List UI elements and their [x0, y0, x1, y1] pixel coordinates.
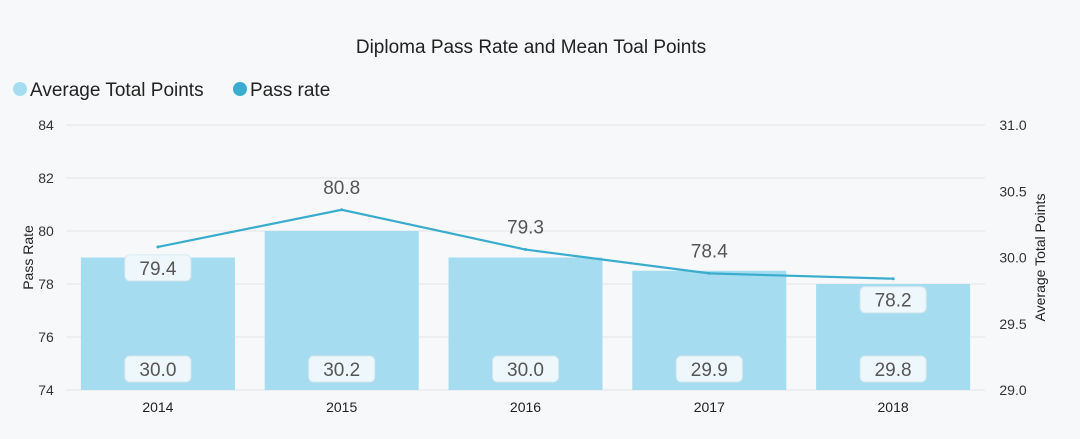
data-label-pass-rate: 80.8: [323, 178, 360, 199]
x-tick-label: 2017: [694, 399, 725, 415]
chart-title: Diploma Pass Rate and Mean Toal Points: [356, 37, 706, 58]
data-label-pass-rate: 78.4: [691, 241, 728, 262]
data-label-average-total-points-box: [492, 355, 559, 383]
x-tick-label: 2018: [878, 399, 909, 415]
point-pass-rate: [707, 271, 711, 275]
y-right-tick-label: 29.5: [999, 316, 1026, 332]
legend-marker-pass-rate: [233, 82, 247, 96]
y-right-axis-title: Average Total Points: [1032, 194, 1048, 322]
point-pass-rate: [524, 248, 527, 252]
point-pass-rate: [340, 208, 344, 212]
point-pass-rate: [891, 277, 895, 281]
data-label-average-total-points-box: [675, 355, 743, 383]
data-label-pass-rate: 78.2: [875, 291, 912, 312]
data-label-average-total-points-box: [308, 355, 376, 383]
y-right-tick-label: 31.0: [999, 117, 1026, 133]
data-label-pass-rate-box: [124, 254, 192, 282]
y-right-tick-label: 30.5: [999, 183, 1026, 199]
data-label-average-total-points-box: [859, 355, 927, 383]
legend-label-average-total-points: Average Total Points: [30, 80, 204, 101]
x-tick-label: 2014: [142, 399, 173, 415]
data-label-average-total-points: 30.0: [507, 360, 544, 381]
data-label-pass-rate: 79.4: [139, 259, 176, 280]
y-left-tick-label: 80: [38, 223, 54, 239]
data-label-average-total-points-box: [124, 355, 192, 383]
y-left-tick-label: 78: [38, 276, 54, 292]
point-pass-rate: [156, 245, 160, 249]
y-left-tick-label: 74: [38, 382, 54, 398]
data-label-average-total-points: 30.0: [139, 360, 176, 381]
y-right-tick-label: 30.0: [999, 250, 1026, 266]
y-left-tick-label: 82: [38, 170, 54, 186]
x-tick-label: 2016: [510, 399, 541, 415]
data-label-pass-rate-box: [859, 286, 927, 314]
legend-marker-average-total-points: [13, 82, 27, 96]
data-label-pass-rate: 79.3: [507, 218, 544, 239]
data-label-average-total-points: 29.9: [691, 360, 728, 381]
data-label-average-total-points: 30.2: [323, 360, 360, 381]
y-right-tick-label: 29.0: [999, 382, 1026, 398]
y-left-axis-title: Pass Rate: [20, 225, 36, 290]
y-left-tick-label: 76: [38, 329, 54, 345]
x-tick-label: 2015: [326, 399, 357, 415]
y-left-tick-label: 84: [38, 117, 54, 133]
data-label-average-total-points: 29.8: [875, 360, 912, 381]
legend-label-pass-rate: Pass rate: [250, 80, 330, 101]
